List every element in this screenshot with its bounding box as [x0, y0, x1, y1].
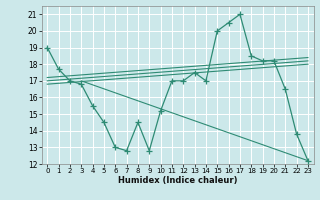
X-axis label: Humidex (Indice chaleur): Humidex (Indice chaleur): [118, 176, 237, 185]
